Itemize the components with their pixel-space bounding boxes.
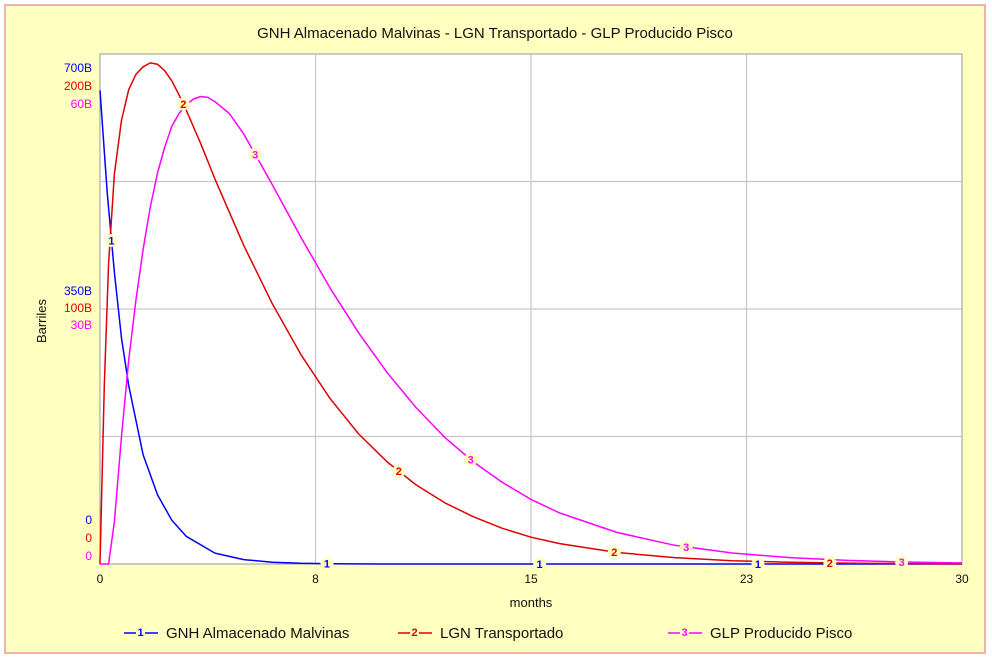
- y-tick-label: 30B: [71, 318, 92, 332]
- series-marker-3: 3: [468, 455, 474, 467]
- y-tick-labels: 700B 350B 0 200B 100B 0 60B 30B 0: [64, 61, 92, 563]
- y-tick-label: 100B: [64, 301, 92, 315]
- legend-label: GLP Producido Pisco: [710, 625, 852, 642]
- x-tick-labels: 0 8 15 23 30: [97, 572, 969, 586]
- series-marker-3: 3: [252, 149, 258, 161]
- series-marker-2: 2: [611, 547, 617, 559]
- y-axis-label: Barriles: [34, 298, 49, 343]
- series-marker-1: 1: [324, 559, 330, 571]
- series-marker-bg: [392, 464, 406, 478]
- series-marker-bg: [607, 545, 621, 559]
- x-axis-label: months: [510, 595, 553, 610]
- legend-marker: 3: [681, 627, 687, 639]
- x-tick-label: 30: [955, 572, 969, 586]
- grid-lines: [100, 54, 962, 564]
- series-marker-1: 1: [108, 236, 114, 248]
- chart-title: GNH Almacenado Malvinas - LGN Transporta…: [257, 25, 733, 42]
- legend-item-3: 3 GLP Producido Pisco: [668, 625, 852, 642]
- series-marker-1: 1: [755, 559, 761, 571]
- series-marker-bg: [751, 557, 765, 571]
- series-marker-bg: [533, 557, 547, 571]
- legend-marker: 2: [411, 627, 417, 639]
- legend-item-2: 2 LGN Transportado: [398, 625, 563, 642]
- y-tick-label: 700B: [64, 61, 92, 75]
- legend-marker-bg: [410, 627, 419, 636]
- series-marker-bg: [320, 557, 334, 571]
- series-marker-bg: [176, 97, 190, 111]
- series-marker-bg: [464, 453, 478, 467]
- series-marker-2: 2: [827, 558, 833, 570]
- y-tick-label: 0: [85, 549, 92, 563]
- legend-label: GNH Almacenado Malvinas: [166, 625, 349, 642]
- series-marker-bg: [248, 147, 262, 161]
- y-tick-label: 60B: [71, 97, 92, 111]
- series-marker-1: 1: [537, 559, 543, 571]
- legend-marker-bg: [136, 627, 145, 636]
- series-line-3: [100, 95, 963, 565]
- series-marker-bg: [895, 555, 909, 569]
- series-marker-3: 3: [899, 557, 905, 569]
- legend-label: LGN Transportado: [440, 625, 563, 642]
- legend-item-1: 1 GNH Almacenado Malvinas: [124, 625, 349, 642]
- series-marker-bg: [823, 556, 837, 570]
- chart-svg: GNH Almacenado Malvinas - LGN Transporta…: [34, 25, 969, 642]
- series-marker-3: 3: [683, 542, 689, 554]
- series-line-2: [99, 62, 963, 565]
- y-tick-label: 0: [85, 513, 92, 527]
- x-tick-label: 0: [97, 572, 104, 586]
- legend-marker: 1: [137, 627, 143, 639]
- series-marker-2: 2: [180, 99, 186, 111]
- x-tick-label: 8: [312, 572, 319, 586]
- y-tick-label: 0: [85, 531, 92, 545]
- legend-marker-bg: [680, 627, 689, 636]
- legend: 1 GNH Almacenado Malvinas 2 LGN Transportad…: [124, 625, 852, 642]
- series-lines: [99, 62, 963, 565]
- y-tick-label: 350B: [64, 284, 92, 298]
- series-marker-2: 2: [396, 466, 402, 478]
- series-marker-bg: [104, 234, 118, 248]
- series-marker-bg: [679, 540, 693, 554]
- x-tick-label: 23: [740, 572, 754, 586]
- series-markers: 1 1 1 1 2 2 2 2 3 3 3 3: [104, 97, 909, 571]
- y-tick-label: 200B: [64, 79, 92, 93]
- x-tick-label: 15: [524, 572, 538, 586]
- chart-frame: GNH Almacenado Malvinas - LGN Transporta…: [4, 4, 986, 654]
